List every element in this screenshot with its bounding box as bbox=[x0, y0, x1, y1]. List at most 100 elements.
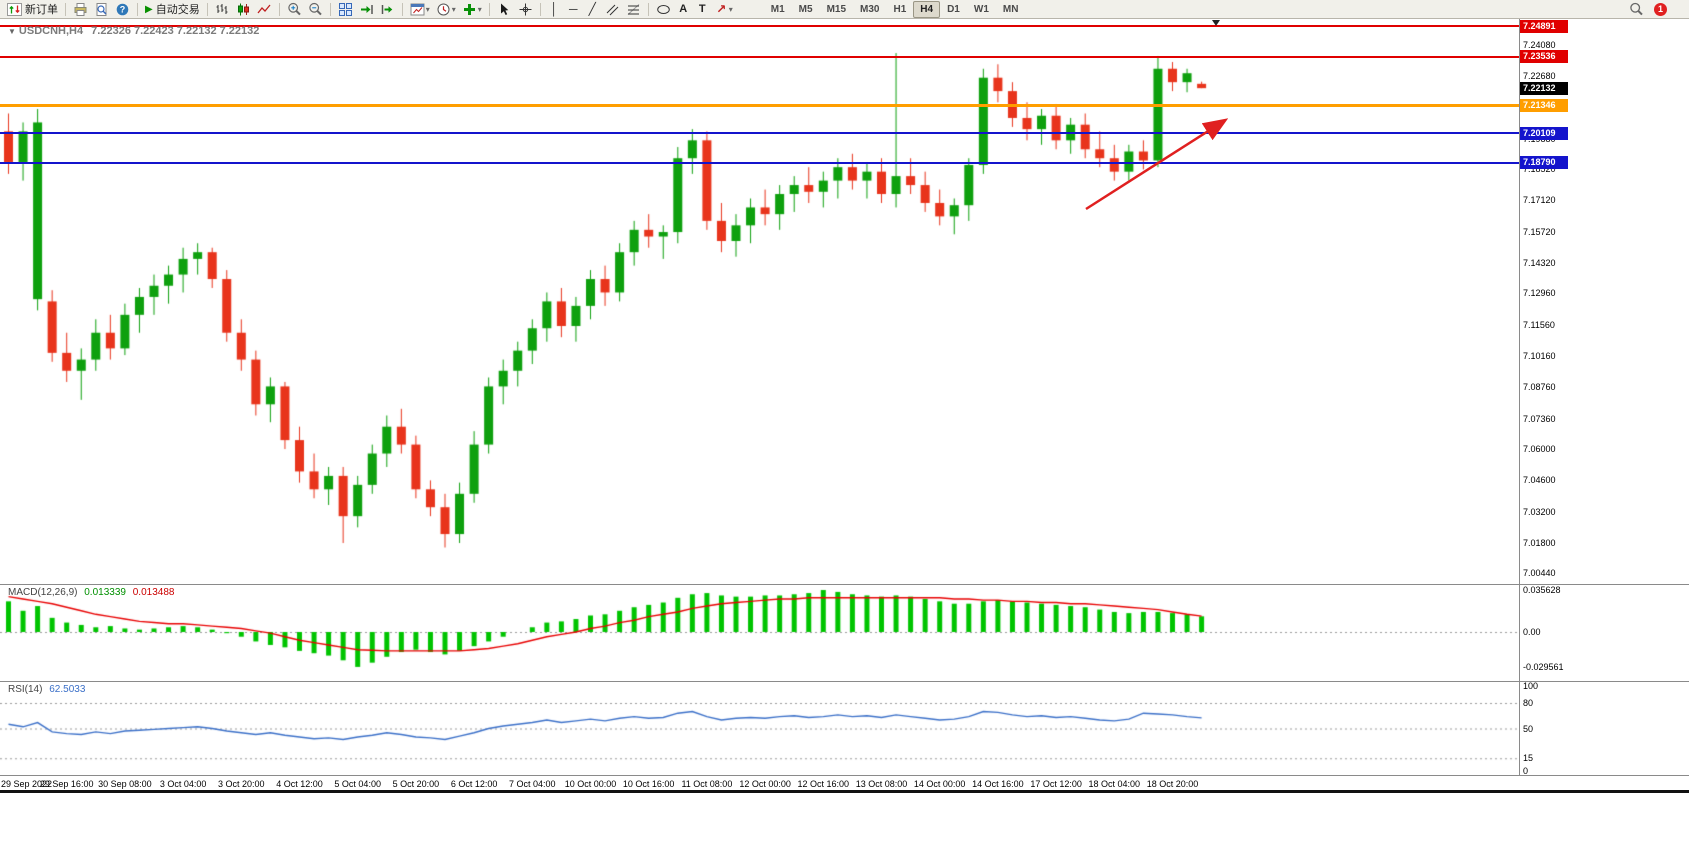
timeframe-mn[interactable]: MN bbox=[1002, 3, 1019, 15]
timeframe-m1[interactable]: M1 bbox=[770, 3, 785, 15]
time-axis-label: 14 Oct 00:00 bbox=[913, 779, 966, 789]
print-preview-button[interactable] bbox=[91, 1, 112, 18]
price-axis-label: 7.03200 bbox=[1523, 506, 1556, 517]
horizontal-line-icon: ─ bbox=[568, 1, 578, 16]
help-icon: ? bbox=[116, 3, 129, 15]
crosshair-tool-button[interactable] bbox=[515, 1, 536, 18]
price-level-line-7.18790[interactable] bbox=[0, 161, 1519, 164]
rsi-axis-label: 50 bbox=[1523, 723, 1534, 734]
macd-axis-label: -0.029561 bbox=[1523, 661, 1564, 672]
indicators-button[interactable]: ▾ bbox=[459, 1, 485, 18]
price-axis-separator[interactable] bbox=[1519, 19, 1520, 776]
timeframe-h4[interactable]: H4 bbox=[913, 0, 941, 18]
time-axis-label: 11 Oct 08:00 bbox=[681, 779, 733, 789]
timeframe-m15[interactable]: M15 bbox=[826, 3, 847, 15]
time-axis-label: 18 Oct 04:00 bbox=[1088, 779, 1141, 789]
rsi-pane-separator[interactable] bbox=[0, 681, 1689, 682]
time-axis-label: 10 Oct 16:00 bbox=[622, 779, 675, 789]
autotrading-label: 自动交易 bbox=[155, 4, 200, 16]
bar-chart-button[interactable] bbox=[212, 1, 233, 18]
candlestick-chart-button[interactable] bbox=[233, 1, 254, 18]
toolbar-separator bbox=[278, 2, 280, 16]
zoom-in-icon bbox=[288, 2, 301, 15]
zoom-out-button[interactable] bbox=[305, 1, 326, 18]
timeframe-m30[interactable]: M30 bbox=[860, 3, 880, 15]
price-axis-label: 7.14320 bbox=[1523, 257, 1556, 268]
price-axis-label: 7.08760 bbox=[1523, 382, 1556, 393]
time-axis-label: 13 Oct 08:00 bbox=[855, 779, 908, 789]
text-tool-button[interactable]: A bbox=[674, 1, 693, 18]
time-axis-label: 29 Sep 2022 bbox=[1, 779, 53, 789]
timeframe-w1[interactable]: W1 bbox=[973, 3, 989, 15]
price-level-line-7.21346[interactable] bbox=[0, 104, 1519, 108]
time-axis-label: 3 Oct 04:00 bbox=[159, 779, 207, 789]
autotrading-button[interactable]: ▶ 自动交易 bbox=[142, 1, 203, 18]
price-axis-label: 7.07360 bbox=[1523, 413, 1556, 424]
price-axis-label: 7.04600 bbox=[1523, 475, 1556, 486]
price-axis-label: 7.11560 bbox=[1523, 319, 1555, 330]
new-order-button[interactable]: 新订单 bbox=[4, 1, 61, 18]
new-chart-icon bbox=[410, 3, 425, 15]
time-axis-separator bbox=[0, 775, 1689, 776]
periods-button[interactable]: ▾ bbox=[433, 1, 459, 18]
chevron-down-icon: ▾ bbox=[425, 4, 430, 14]
horizontal-line-tool-button[interactable]: ─ bbox=[564, 1, 583, 18]
crosshair-icon bbox=[519, 3, 532, 15]
channel-icon bbox=[606, 4, 619, 15]
macd-axis-label: 0.00 bbox=[1523, 627, 1541, 637]
print-preview-icon bbox=[96, 2, 107, 16]
chart-shift-button[interactable] bbox=[377, 1, 398, 18]
printer-icon bbox=[74, 2, 87, 16]
line-chart-icon bbox=[257, 4, 271, 13]
price-level-line-7.23536[interactable] bbox=[0, 55, 1519, 58]
chart-title: ▼ USDCNH,H4 7.22326 7.22423 7.22132 7.221… bbox=[8, 25, 259, 37]
chart-shift-icon bbox=[381, 4, 393, 14]
add-indicator-icon bbox=[463, 3, 475, 15]
cursor-tool-button[interactable] bbox=[494, 1, 515, 18]
chart-shift-marker[interactable] bbox=[1212, 20, 1220, 26]
timeframe-bar: M1 M5 M15 M30 H1 H4 D1 W1 MN bbox=[764, 0, 1026, 18]
price-level-tag-7.21346: 7.21346 bbox=[1520, 99, 1568, 113]
vertical-line-tool-button[interactable]: │ bbox=[545, 1, 564, 18]
arrows-tool-button[interactable]: ↗ ▾ bbox=[712, 1, 736, 18]
svg-text:?: ? bbox=[120, 4, 126, 14]
tile-windows-button[interactable] bbox=[335, 1, 356, 18]
price-level-tag-7.18790: 7.18790 bbox=[1520, 156, 1568, 170]
label-tool-button[interactable]: T bbox=[693, 1, 712, 18]
macd-main-value: 0.013339 bbox=[84, 587, 126, 598]
price-level-tag-7.23536: 7.23536 bbox=[1520, 50, 1568, 64]
time-axis-label: 5 Oct 20:00 bbox=[392, 779, 440, 789]
new-order-icon bbox=[7, 2, 22, 16]
timeframe-d1[interactable]: D1 bbox=[947, 3, 960, 15]
toolbar-separator bbox=[137, 2, 138, 16]
shapes-tool-button[interactable] bbox=[653, 1, 674, 18]
arrow-marker-icon: ↗ bbox=[716, 1, 727, 16]
price-axis-label: 7.22680 bbox=[1523, 70, 1556, 81]
chevron-down-icon: ▾ bbox=[477, 4, 482, 14]
zoom-in-button[interactable] bbox=[284, 1, 305, 18]
macd-axis-label: 0.035628 bbox=[1523, 584, 1561, 595]
toolbar-separator bbox=[329, 2, 331, 16]
help-button[interactable]: ? bbox=[112, 1, 133, 18]
fibonacci-tool-button[interactable] bbox=[623, 1, 644, 18]
line-chart-button[interactable] bbox=[254, 1, 275, 18]
trend-arrow[interactable] bbox=[1078, 110, 1240, 218]
search-icon[interactable] bbox=[1629, 2, 1644, 17]
notification-badge[interactable]: 1 bbox=[1654, 2, 1667, 16]
price-level-line-7.24891[interactable] bbox=[0, 25, 1519, 28]
time-axis-label: 7 Oct 04:00 bbox=[509, 779, 556, 789]
timeframe-h1[interactable]: H1 bbox=[893, 3, 907, 15]
print-button[interactable] bbox=[70, 1, 91, 18]
rsi-axis-label: 80 bbox=[1523, 698, 1534, 708]
clock-icon bbox=[437, 3, 450, 15]
trendline-tool-button[interactable]: ╱ bbox=[583, 1, 602, 18]
auto-scroll-button[interactable] bbox=[356, 1, 377, 18]
price-level-line-7.20109[interactable] bbox=[0, 132, 1519, 135]
channel-tool-button[interactable] bbox=[602, 1, 623, 18]
rsi-name: RSI(14) bbox=[8, 684, 43, 695]
timeframe-m5[interactable]: M5 bbox=[798, 3, 813, 15]
price-axis-label: 7.00440 bbox=[1523, 568, 1556, 579]
macd-pane-separator[interactable] bbox=[0, 584, 1689, 585]
new-chart-button[interactable]: ▾ bbox=[407, 1, 433, 18]
